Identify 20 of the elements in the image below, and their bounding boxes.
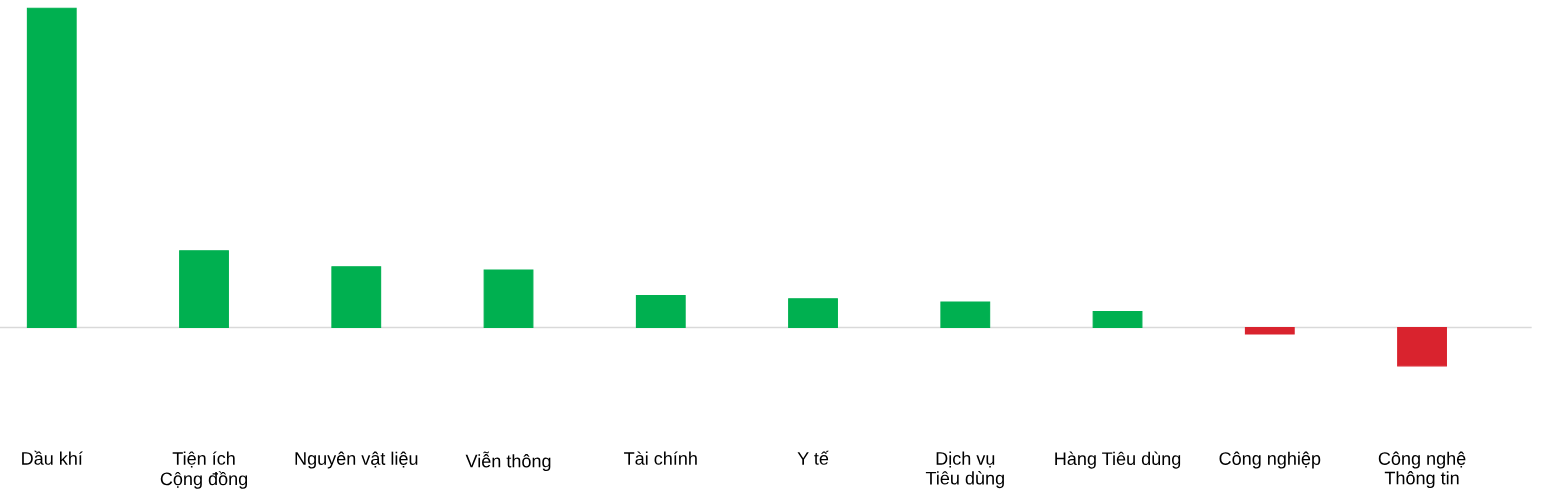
x-tick-label: Viễn thông — [465, 451, 551, 471]
bar — [179, 250, 229, 329]
x-tick-label: Tiện ích Cộng đồng — [160, 451, 248, 489]
bar — [635, 295, 686, 329]
bar — [26, 7, 77, 329]
x-tick-label: Nguyên vật liệu — [295, 451, 418, 469]
x-tick-label: Dịch vụ Tiêu dùng — [925, 451, 1004, 489]
x-tick-label: Dầu khí — [22, 450, 83, 465]
bar — [788, 298, 838, 329]
bar — [331, 266, 382, 329]
bar — [1244, 326, 1295, 335]
bar — [1092, 310, 1143, 329]
x-tick-label: Y tế — [797, 450, 829, 465]
bar — [483, 269, 534, 329]
bar — [940, 301, 991, 329]
x-tick-label: Tài chính — [624, 451, 697, 465]
x-tick-label: Hàng Tiêu dùng — [1055, 451, 1181, 469]
x-tick-label: Công nghiệp — [1219, 451, 1321, 469]
x-tick-label: Công nghệ Thông tin — [1378, 451, 1466, 489]
bar — [1397, 326, 1447, 367]
